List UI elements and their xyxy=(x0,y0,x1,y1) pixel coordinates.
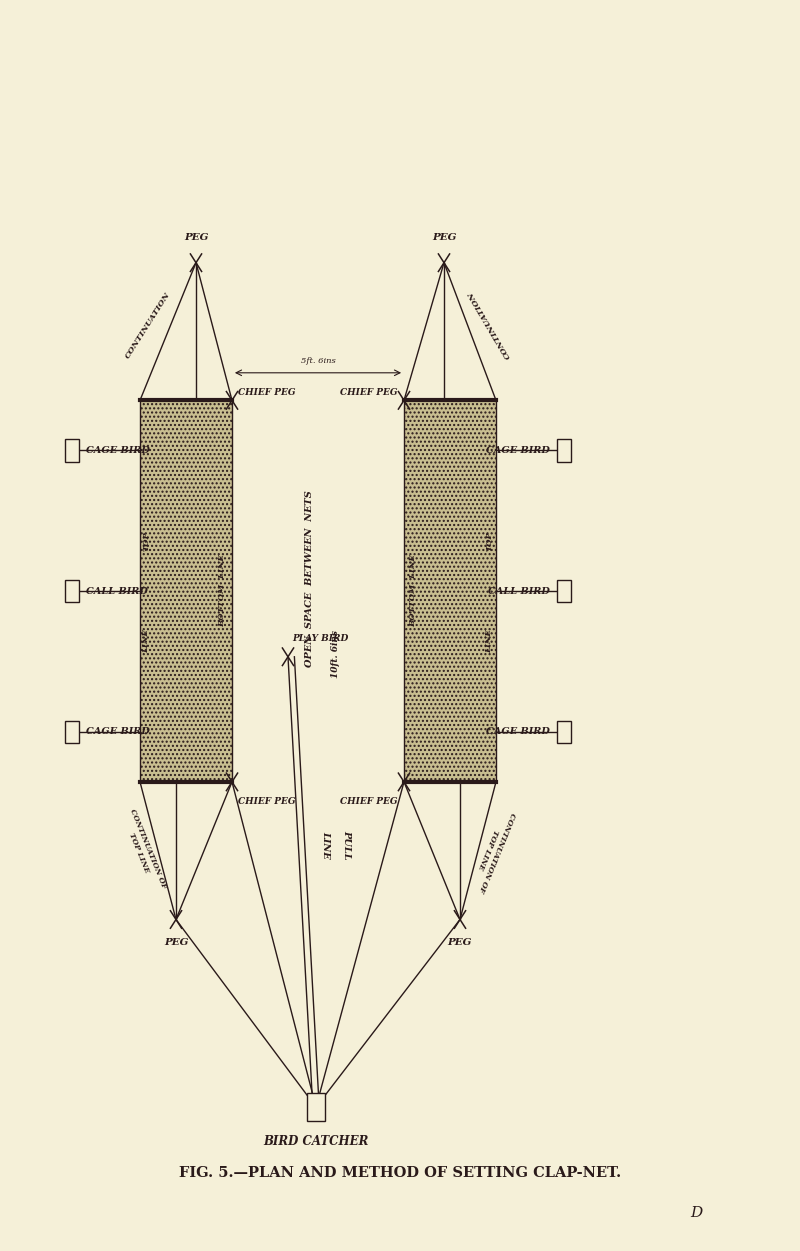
Text: BIRD CATCHER: BIRD CATCHER xyxy=(263,1135,369,1147)
Bar xyxy=(557,580,571,603)
Text: FIG. 5.—PLAN AND METHOD OF SETTING CLAP-NET.: FIG. 5.—PLAN AND METHOD OF SETTING CLAP-… xyxy=(179,1166,621,1181)
Text: TOP: TOP xyxy=(142,532,150,550)
Text: CONTINUATION OF
TOP LINE: CONTINUATION OF TOP LINE xyxy=(468,808,517,893)
Text: TOP: TOP xyxy=(486,532,494,550)
Text: CHIEF PEG: CHIEF PEG xyxy=(340,797,398,806)
Bar xyxy=(557,439,571,462)
Text: OPEN  SPACE  BETWEEN  NETS: OPEN SPACE BETWEEN NETS xyxy=(306,490,314,667)
Text: CHIEF PEG: CHIEF PEG xyxy=(238,797,296,806)
Text: BOTTOM  LINE: BOTTOM LINE xyxy=(218,554,226,628)
Text: CALL BIRD: CALL BIRD xyxy=(86,587,148,595)
Text: LINE: LINE xyxy=(486,629,494,653)
Bar xyxy=(557,721,571,743)
Text: CONTINUATION OF
TOP LINE: CONTINUATION OF TOP LINE xyxy=(119,808,168,893)
Text: 5ft. 6ins: 5ft. 6ins xyxy=(301,357,335,365)
Text: CONTINUATION: CONTINUATION xyxy=(467,290,513,360)
Bar xyxy=(307,1093,325,1121)
Text: PEG: PEG xyxy=(184,233,208,243)
Text: PEG: PEG xyxy=(164,937,188,947)
Text: CHIEF PEG: CHIEF PEG xyxy=(238,388,296,397)
Text: PEG: PEG xyxy=(448,937,472,947)
Text: BOTTOM  LINE: BOTTOM LINE xyxy=(410,554,418,628)
Text: CAGE BIRD: CAGE BIRD xyxy=(486,727,550,737)
Text: LINE: LINE xyxy=(142,629,150,653)
Bar xyxy=(140,400,232,782)
Text: CHIEF PEG: CHIEF PEG xyxy=(340,388,398,397)
Text: CAGE BIRD: CAGE BIRD xyxy=(86,727,150,737)
Bar xyxy=(65,721,79,743)
Text: PULL

LINE: PULL LINE xyxy=(321,829,351,859)
Bar xyxy=(65,439,79,462)
Bar xyxy=(404,400,496,782)
Text: PEG: PEG xyxy=(432,233,456,243)
Text: CAGE BIRD: CAGE BIRD xyxy=(86,445,150,455)
Text: D: D xyxy=(690,1206,702,1221)
Text: CALL BIRD: CALL BIRD xyxy=(488,587,550,595)
Bar xyxy=(65,580,79,603)
Text: CAGE BIRD: CAGE BIRD xyxy=(486,445,550,455)
Text: 10ft. 6ins: 10ft. 6ins xyxy=(331,629,340,678)
Text: PLAY BIRD: PLAY BIRD xyxy=(292,633,348,643)
Text: CONTINUATION: CONTINUATION xyxy=(124,290,172,360)
